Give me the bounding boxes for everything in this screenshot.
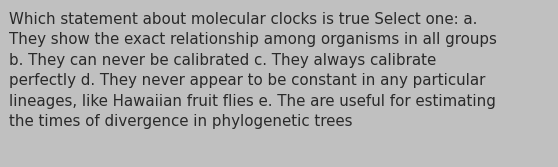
Text: Which statement about molecular clocks is true Select one: a.
They show the exac: Which statement about molecular clocks i… — [9, 12, 497, 129]
